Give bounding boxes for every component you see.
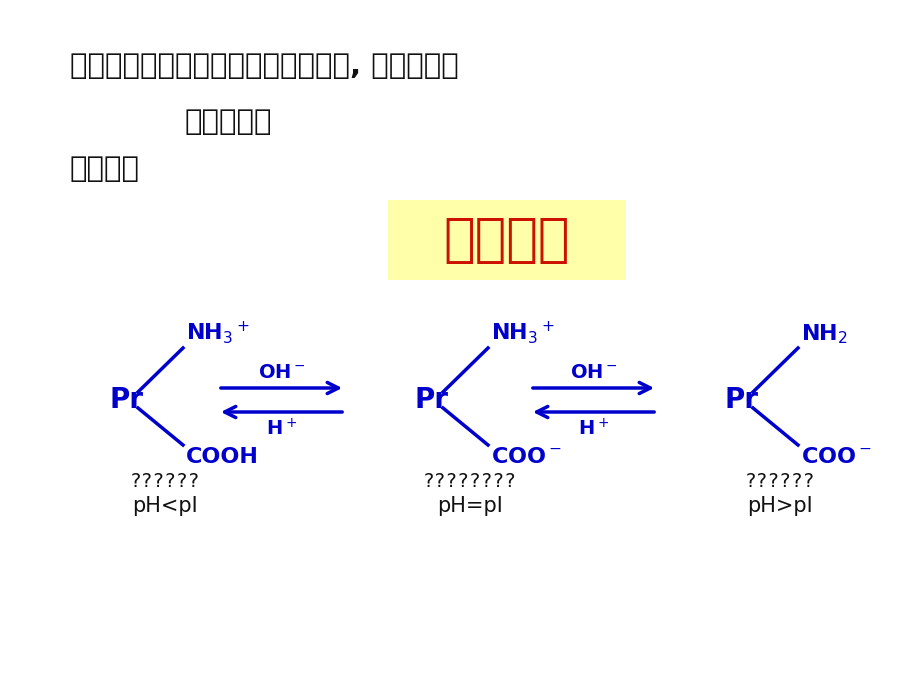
FancyBboxPatch shape bbox=[388, 200, 625, 280]
Text: ??????: ?????? bbox=[744, 472, 814, 491]
Text: pH=pI: pH=pI bbox=[437, 496, 503, 516]
Text: Pr: Pr bbox=[414, 386, 448, 414]
Text: Pr: Pr bbox=[110, 386, 144, 414]
Text: NH$_3$$^+$: NH$_3$$^+$ bbox=[491, 319, 554, 346]
Text: ????????: ???????? bbox=[423, 472, 516, 491]
Text: OH$^-$: OH$^-$ bbox=[257, 363, 305, 382]
Text: NH$_2$: NH$_2$ bbox=[800, 322, 847, 346]
Text: COO$^-$: COO$^-$ bbox=[800, 447, 871, 467]
Text: H$^+$: H$^+$ bbox=[577, 418, 608, 440]
Text: COO$^-$: COO$^-$ bbox=[491, 447, 562, 467]
Text: OH$^-$: OH$^-$ bbox=[569, 363, 617, 382]
Text: 的等电点。: 的等电点。 bbox=[185, 108, 272, 136]
Text: 【原理】: 【原理】 bbox=[70, 155, 140, 183]
Text: NH$_3$$^+$: NH$_3$$^+$ bbox=[186, 319, 250, 346]
Text: pH<pI: pH<pI bbox=[132, 496, 198, 516]
Text: H$^+$: H$^+$ bbox=[266, 418, 297, 440]
Text: 碱负酸正: 碱负酸正 bbox=[443, 214, 570, 266]
Text: 【目的】验证蛋白质两性电离的性质, 测定酪蛋白: 【目的】验证蛋白质两性电离的性质, 测定酪蛋白 bbox=[70, 52, 459, 80]
Text: COOH: COOH bbox=[186, 447, 258, 467]
Text: Pr: Pr bbox=[724, 386, 758, 414]
Text: ??????: ?????? bbox=[130, 472, 200, 491]
Text: pH>pI: pH>pI bbox=[746, 496, 811, 516]
